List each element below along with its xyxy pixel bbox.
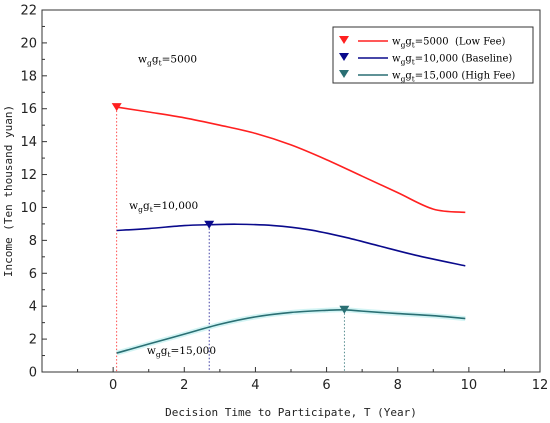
- series-glow: [116, 307, 466, 356]
- y-tick-label: 20: [20, 36, 37, 51]
- series-line-2: [116, 308, 466, 354]
- legend-label-2: wggt=15,000 (High Fee): [392, 71, 515, 84]
- annotation-part: t: [150, 205, 153, 214]
- peak-marker-1: [204, 220, 215, 229]
- marker-drop-lines: [116, 107, 345, 372]
- y-tick-label: 4: [29, 300, 37, 315]
- y-tick-label: 22: [20, 4, 37, 19]
- series-markers: [111, 103, 350, 314]
- series-lines: [116, 106, 466, 356]
- legend-label-part: g: [401, 75, 406, 84]
- legend-label-0: wggt=5000 (Low Fee): [392, 37, 506, 50]
- legend-label-part: t: [412, 58, 415, 67]
- axis-ticks: [42, 9, 541, 373]
- legend-label-part: g: [405, 54, 412, 65]
- y-tick-label: 8: [29, 234, 37, 249]
- legend-label-part: g: [405, 37, 412, 48]
- legend-label-part: w: [392, 54, 401, 65]
- annotation-part: g: [156, 350, 161, 359]
- series-line-1: [116, 223, 466, 267]
- x-tick-label: 10: [461, 378, 478, 393]
- legend-label-part: =10,000 (Baseline): [415, 54, 513, 65]
- legend-label-part: =5000 (Low Fee): [415, 37, 506, 48]
- legend-label-part: w: [392, 37, 401, 48]
- annotation-1: wggt=10,000: [129, 200, 198, 214]
- legend-items: wggt=5000 (Low Fee)wggt=10,000 (Baseline…: [339, 36, 515, 84]
- annotation-part: g: [161, 345, 168, 357]
- y-tick-label: 14: [20, 135, 37, 150]
- x-tick-label: 0: [109, 378, 117, 393]
- annotation-part: =5000: [162, 54, 198, 66]
- y-tick-label: 2: [29, 333, 37, 348]
- x-tick-label: 6: [322, 378, 330, 393]
- x-tick-label: 12: [532, 378, 549, 393]
- annotation-part: g: [143, 200, 150, 212]
- legend-marker-1: [339, 53, 349, 61]
- legend-label-part: t: [412, 41, 415, 50]
- x-axis-title: Decision Time to Participate, T (Year): [165, 406, 417, 419]
- legend-marker-0: [339, 36, 349, 44]
- peak-marker-0: [111, 103, 122, 112]
- legend-box: [332, 26, 534, 84]
- legend-label-part: g: [401, 58, 406, 67]
- annotation-part: w: [147, 345, 156, 357]
- legend: wggt=5000 (Low Fee)wggt=10,000 (Baseline…: [332, 26, 534, 84]
- legend-label-part: g: [401, 41, 406, 50]
- y-tick-label: 0: [29, 366, 37, 381]
- y-tick-label: 6: [29, 267, 37, 282]
- x-tick-label: 2: [180, 378, 188, 393]
- x-tick-label: 4: [251, 378, 259, 393]
- peak-marker-2: [339, 305, 350, 314]
- annotation-part: =10,000: [153, 200, 199, 212]
- legend-label-1: wggt=10,000 (Baseline): [392, 54, 512, 67]
- tick-labels: 0 2 4 6 8 10 12 0 2 4 6 8 10 12 14 16 18 20 22: [20, 4, 548, 394]
- y-tick-label: 12: [20, 168, 37, 183]
- legend-label-part: w: [392, 71, 401, 82]
- annotation-part: g: [152, 54, 159, 66]
- annotation-part: g: [138, 205, 143, 214]
- y-tick-label: 10: [20, 201, 37, 216]
- legend-label-part: =15,000 (High Fee): [415, 71, 516, 82]
- legend-marker-2: [339, 70, 349, 78]
- annotation-part: =15,000: [170, 345, 216, 357]
- annotation-part: t: [167, 350, 170, 359]
- annotation-2: wggt=15,000: [147, 345, 216, 359]
- legend-label-part: g: [405, 71, 412, 82]
- y-tick-label: 16: [20, 102, 37, 117]
- annotation-part: w: [138, 54, 147, 66]
- annotation-part: w: [129, 200, 138, 212]
- x-tick-label: 8: [394, 378, 402, 393]
- series-line-0: [116, 106, 466, 214]
- annotation-0: wggt=5000: [138, 54, 197, 68]
- annotation-part: t: [159, 59, 162, 68]
- y-axis-title: Income (Ten thousand yuan): [2, 105, 15, 277]
- annotation-part: g: [147, 59, 152, 68]
- y-tick-label: 18: [20, 69, 37, 84]
- legend-label-part: t: [412, 75, 415, 84]
